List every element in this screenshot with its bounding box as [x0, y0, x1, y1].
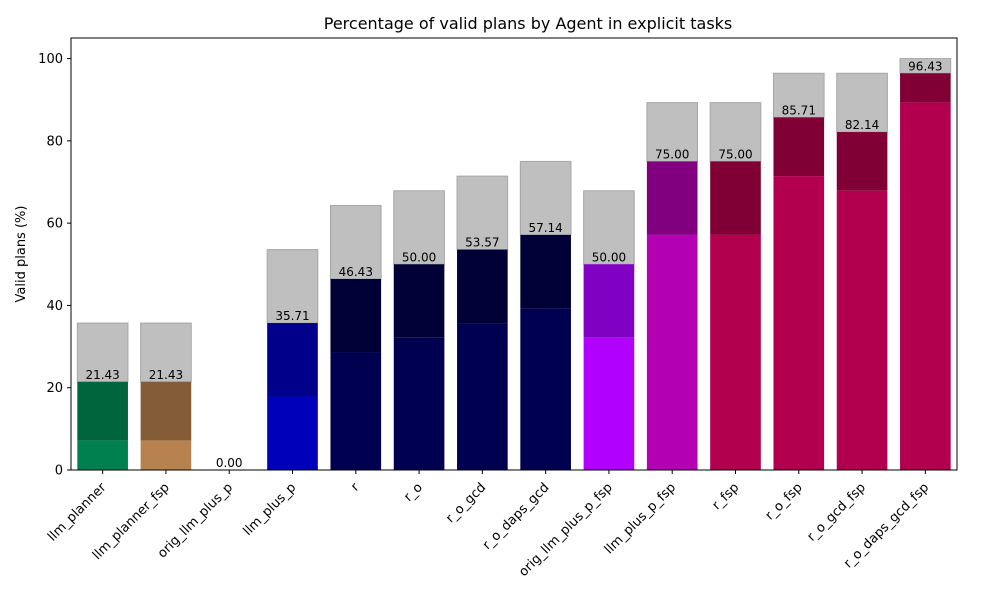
bar-upper-llm_planner_fsp [140, 322, 192, 383]
y-tick-label: 20 [46, 381, 63, 396]
bar-upper-r_o_gcd [456, 175, 509, 251]
data-label-r: 46.43 [339, 265, 373, 279]
bars-group [76, 58, 952, 470]
x-tick-label-r_o_daps_gcd: r_o_daps_gcd [480, 480, 553, 553]
x-tick-label-r_o_gcd: r_o_gcd [443, 480, 489, 526]
bar-middle-llm_planner_fsp [140, 381, 192, 441]
bar-lower-llm_planner_fsp [140, 440, 192, 470]
bar-middle-llm_plus_p [267, 323, 318, 397]
x-tick-label-r_o_fsp: r_o_fsp [763, 480, 806, 523]
y-tick-label: 100 [38, 52, 63, 67]
bar-lower-llm_plus_p [267, 396, 318, 470]
bar-upper-r_o_fsp [772, 72, 825, 118]
x-tick-label-r: r [348, 480, 363, 495]
data-label-orig_llm_plus_p: 0.00 [216, 456, 243, 470]
x-tick-label-r_fsp: r_fsp [709, 480, 742, 513]
y-axis-label: Valid plans (%) [14, 206, 29, 303]
bar-middle-r_o_gcd_fsp [836, 132, 888, 191]
bar-upper-r_fsp [709, 102, 762, 162]
y-tick-label: 80 [46, 134, 63, 149]
data-label-r_o_daps_gcd_fsp: 96.43 [908, 59, 942, 73]
bar-middle-r_o [393, 264, 445, 338]
y-tick-label: 60 [46, 217, 63, 232]
bar-upper-orig_llm_plus_p_fsp [583, 190, 635, 265]
data-label-llm_plus_p: 35.71 [275, 309, 309, 323]
bar-lower-r_o_fsp [773, 176, 825, 470]
bar-upper-llm_plus_p [266, 249, 319, 324]
x-axis: llm_plannerllm_planner_fsporig_llm_plus_… [45, 470, 932, 580]
bar-upper-r [329, 204, 382, 280]
bar-lower-r_o_daps_gcd [520, 308, 571, 470]
data-label-r_o_gcd: 53.57 [465, 236, 499, 250]
bar-middle-r_fsp [710, 161, 761, 235]
data-label-llm_planner: 21.43 [85, 368, 119, 382]
data-label-r_o_daps_gcd: 57.14 [528, 221, 562, 235]
x-tick-label-llm_planner: llm_planner [45, 480, 110, 545]
bar-middle-r_o_fsp [773, 117, 825, 177]
bar-lower-llm_plus_p_fsp [646, 234, 698, 470]
y-tick-label: 40 [46, 299, 63, 314]
bar-middle-r_o_daps_gcd [520, 234, 571, 309]
y-axis: 0 20 40 60 80 100 [38, 52, 71, 479]
x-tick-label-r_o: r_o [401, 480, 426, 505]
chart-title: Percentage of valid plans by Agent in ex… [324, 14, 733, 33]
bar-middle-llm_planner [77, 381, 128, 441]
y-tick-label: 0 [55, 464, 63, 479]
data-label-llm_planner_fsp: 21.43 [149, 368, 183, 382]
data-label-orig_llm_plus_p_fsp: 50.00 [592, 250, 626, 264]
bar-lower-orig_llm_plus_p_fsp [583, 337, 635, 470]
bar-lower-r_o_gcd [457, 323, 508, 470]
bar-lower-r_o [393, 337, 445, 470]
bar-middle-llm_plus_p_fsp [646, 161, 698, 235]
bar-lower-llm_planner [77, 440, 128, 470]
bar-upper-llm_planner [76, 322, 129, 383]
bar-lower-r [330, 352, 382, 470]
data-label-r_o_gcd_fsp: 82.14 [845, 118, 879, 132]
data-label-llm_plus_p_fsp: 75.00 [655, 147, 689, 161]
plot-frame [70, 37, 958, 471]
bar-lower-r_o_daps_gcd_fsp [900, 102, 951, 470]
data-label-r_fsp: 75.00 [718, 147, 752, 161]
bar-upper-r_o_gcd_fsp [836, 72, 888, 133]
bar-middle-r_o_gcd [457, 249, 508, 324]
x-tick-label-r_o_gcd_fsp: r_o_gcd_fsp [805, 480, 869, 544]
data-label-r_o_fsp: 85.71 [782, 103, 816, 117]
bar-middle-orig_llm_plus_p_fsp [583, 264, 635, 338]
bar-lower-r_fsp [710, 234, 761, 470]
x-tick-label-llm_plus_p: llm_plus_p [241, 480, 300, 539]
bar-lower-r_o_gcd_fsp [836, 190, 888, 470]
bar-middle-r [330, 278, 382, 353]
data-label-r_o: 50.00 [402, 250, 436, 264]
data-labels-group: 21.43 21.43 0.00 35.71 46.43 50.00 53.57 57.14 5… [85, 59, 942, 470]
bar-middle-r_o_daps_gcd_fsp [900, 73, 951, 103]
